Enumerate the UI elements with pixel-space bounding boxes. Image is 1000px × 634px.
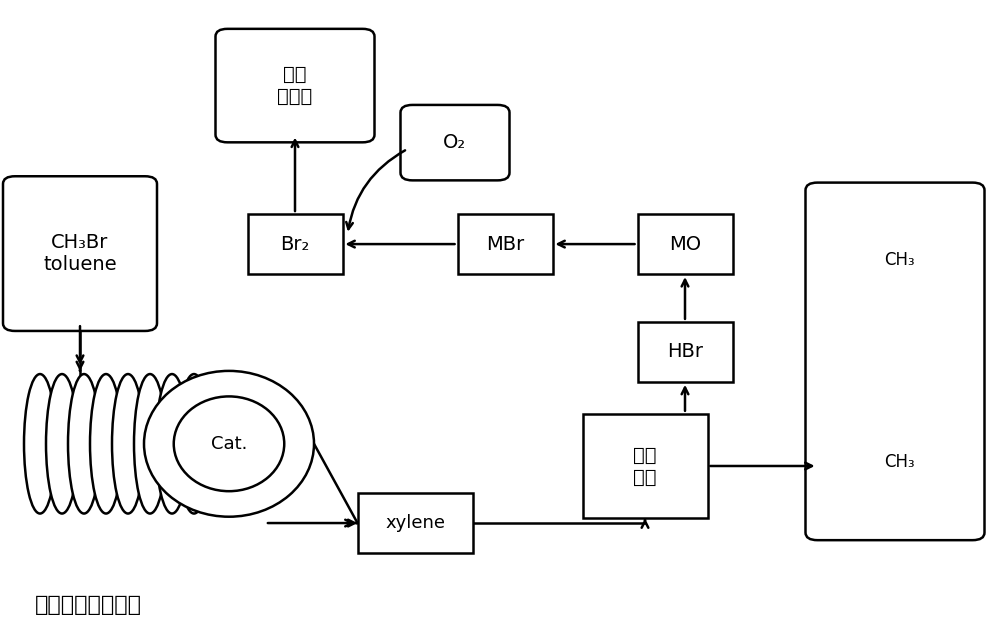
Text: Br₂: Br₂: [280, 235, 310, 254]
Text: 回收
再利用: 回收 再利用: [277, 65, 313, 106]
Ellipse shape: [174, 396, 284, 491]
Text: MBr: MBr: [486, 235, 524, 254]
Ellipse shape: [156, 374, 188, 514]
Text: Cat.: Cat.: [211, 435, 247, 453]
FancyBboxPatch shape: [400, 105, 510, 180]
Bar: [638, 322, 733, 382]
Text: CH₃: CH₃: [884, 252, 914, 269]
Text: xylene: xylene: [385, 514, 445, 532]
Bar: [248, 214, 342, 274]
Ellipse shape: [134, 374, 166, 514]
Ellipse shape: [112, 374, 144, 514]
Text: HBr: HBr: [667, 342, 703, 361]
Text: 第一微通道反应器: 第一微通道反应器: [35, 595, 142, 615]
Ellipse shape: [24, 374, 56, 514]
Ellipse shape: [144, 371, 314, 517]
Bar: [638, 214, 733, 274]
Text: O₂: O₂: [443, 133, 467, 152]
Ellipse shape: [68, 374, 100, 514]
FancyBboxPatch shape: [806, 183, 984, 540]
Bar: [582, 413, 708, 519]
Ellipse shape: [90, 374, 122, 514]
Text: 精馏
结晶: 精馏 结晶: [633, 446, 657, 486]
FancyBboxPatch shape: [3, 176, 157, 331]
Ellipse shape: [46, 374, 78, 514]
FancyBboxPatch shape: [215, 29, 374, 143]
Text: CH₃Br
toluene: CH₃Br toluene: [43, 233, 117, 274]
Bar: [358, 493, 473, 553]
Bar: [458, 214, 552, 274]
Text: MO: MO: [669, 235, 701, 254]
Text: CH₃: CH₃: [884, 453, 914, 471]
Ellipse shape: [178, 374, 210, 514]
